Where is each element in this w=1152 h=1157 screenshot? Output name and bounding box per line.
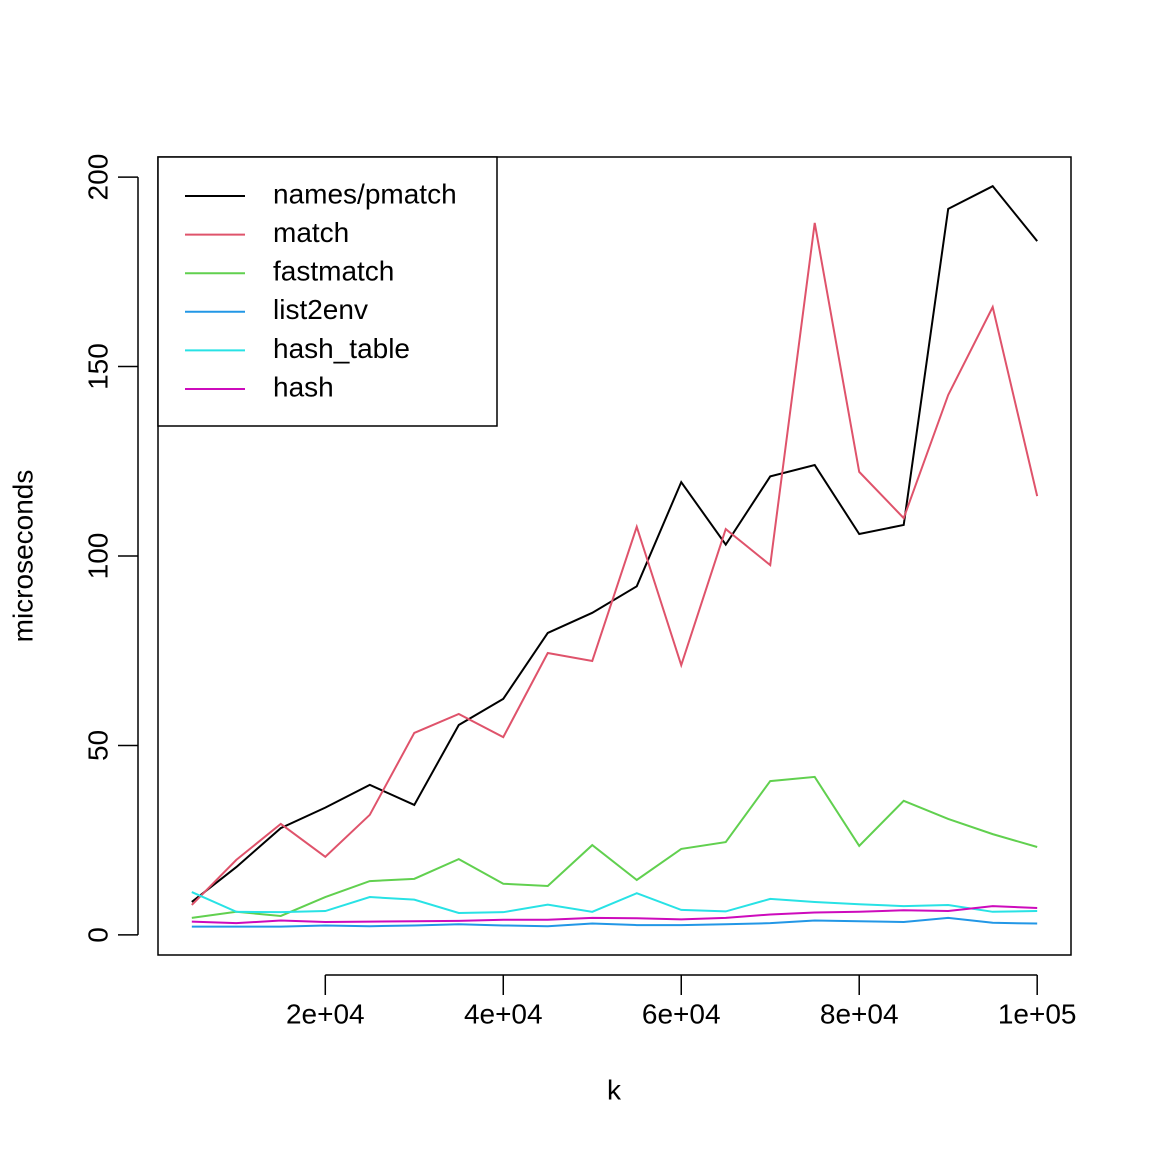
y-tick-label: 0 — [82, 927, 113, 943]
legend-label: hash_table — [273, 333, 410, 364]
y-tick-label: 50 — [82, 730, 113, 761]
x-tick-label: 4e+04 — [464, 998, 543, 1029]
y-tick-label: 200 — [82, 154, 113, 201]
series-line — [191, 905, 1038, 925]
x-tick-label: 8e+04 — [820, 998, 899, 1029]
legend-label: names/pmatch — [273, 178, 457, 209]
series-line — [191, 891, 1038, 914]
x-tick-label: 6e+04 — [642, 998, 721, 1029]
legend-label: hash — [273, 371, 334, 402]
x-tick-label: 1e+05 — [998, 998, 1077, 1029]
legend-label: match — [273, 217, 349, 248]
series-line — [191, 222, 1039, 906]
series-line — [191, 775, 1038, 919]
x-tick-label: 2e+04 — [286, 998, 365, 1029]
y-axis-label: microseconds — [7, 470, 38, 643]
legend-label: list2env — [273, 294, 368, 325]
series-line — [191, 916, 1038, 928]
plot-frame — [157, 156, 1072, 956]
legend-box — [157, 156, 498, 427]
y-tick-label: 100 — [82, 533, 113, 580]
series-line — [191, 184, 1038, 903]
legend-label: fastmatch — [273, 256, 394, 287]
x-axis-label: k — [607, 1074, 622, 1105]
y-tick-label: 150 — [82, 343, 113, 390]
